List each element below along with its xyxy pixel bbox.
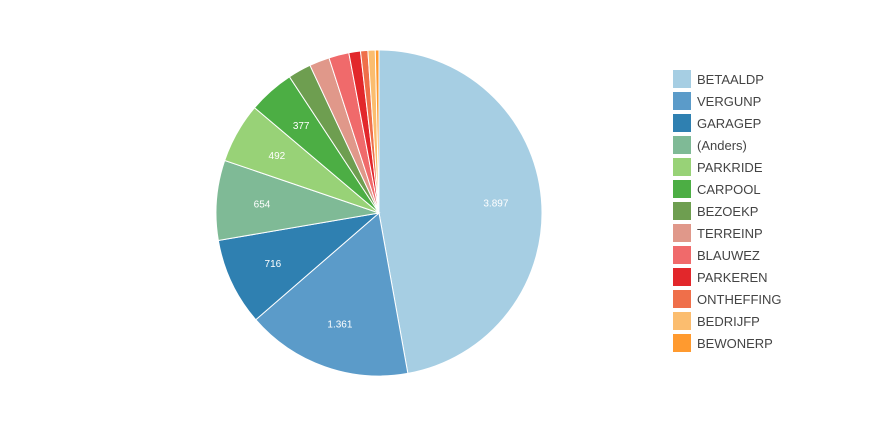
legend-item[interactable]: TERREINP — [673, 222, 782, 244]
legend-swatch — [673, 290, 691, 308]
legend-item[interactable]: BEZOEKP — [673, 200, 782, 222]
legend-item[interactable]: PARKRIDE — [673, 156, 782, 178]
legend-item[interactable]: BEDRIJFP — [673, 310, 782, 332]
legend-item[interactable]: VERGUNP — [673, 90, 782, 112]
slice-value-label: 654 — [254, 200, 271, 211]
legend-label: ONTHEFFING — [697, 291, 782, 307]
legend-label: BLAUWEZ — [697, 247, 760, 263]
legend: BETAALDP VERGUNP GARAGEP (Anders) PARKRIDE CA… — [673, 68, 782, 354]
legend-swatch — [673, 312, 691, 330]
pie-slice-12[interactable] — [374, 49, 380, 214]
legend-swatch — [673, 246, 691, 264]
slice-value-label: 1.361 — [327, 320, 352, 331]
legend-swatch — [673, 92, 691, 110]
legend-label: TERREINP — [697, 225, 763, 241]
legend-label: GARAGEP — [697, 115, 762, 131]
legend-swatch — [673, 180, 691, 198]
legend-swatch — [673, 114, 691, 132]
legend-item[interactable]: BEWONERP — [673, 332, 782, 354]
legend-label: BEZOEKP — [697, 203, 759, 219]
slice-value-label: 377 — [293, 121, 310, 132]
legend-swatch — [673, 158, 691, 176]
legend-label: BEWONERP — [697, 335, 773, 351]
legend-item[interactable]: CARPOOL — [673, 178, 782, 200]
legend-swatch — [673, 70, 691, 88]
pie-slice-1[interactable] — [255, 212, 409, 377]
legend-label: BETAALDP — [697, 71, 764, 87]
legend-swatch — [673, 334, 691, 352]
legend-item[interactable]: (Anders) — [673, 134, 782, 156]
legend-item[interactable]: GARAGEP — [673, 112, 782, 134]
legend-label: VERGUNP — [697, 93, 762, 109]
legend-swatch — [673, 268, 691, 286]
legend-item[interactable]: PARKEREN — [673, 266, 782, 288]
pie-slice-0[interactable] — [378, 49, 543, 375]
legend-label: BEDRIJFP — [697, 313, 760, 329]
slice-value-label: 716 — [265, 259, 282, 270]
legend-swatch — [673, 136, 691, 154]
legend-label: PARKRIDE — [697, 159, 763, 175]
legend-item[interactable]: BETAALDP — [673, 68, 782, 90]
pie-slice-2[interactable] — [217, 212, 381, 321]
slice-value-label: 492 — [269, 151, 286, 162]
legend-item[interactable]: BLAUWEZ — [673, 244, 782, 266]
legend-label: CARPOOL — [697, 181, 761, 197]
legend-label: (Anders) — [697, 137, 747, 153]
slice-value-label: 3.897 — [483, 199, 508, 210]
legend-item[interactable]: ONTHEFFING — [673, 288, 782, 310]
legend-swatch — [673, 202, 691, 220]
legend-label: PARKEREN — [697, 269, 768, 285]
legend-swatch — [673, 224, 691, 242]
